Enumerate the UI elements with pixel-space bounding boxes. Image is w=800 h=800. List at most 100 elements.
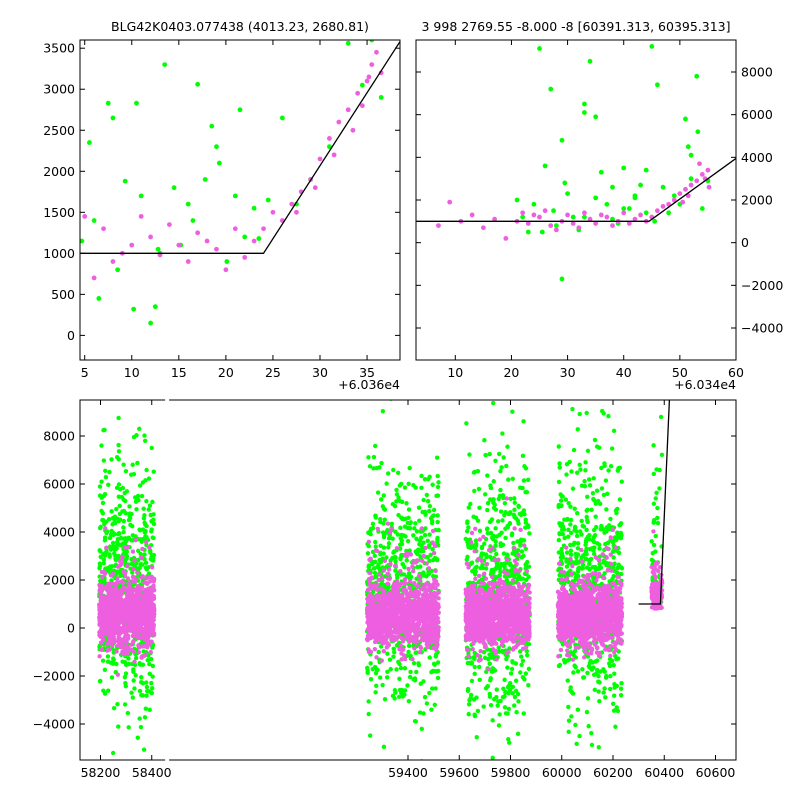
season-2-magenta-point [435,582,440,587]
p2-series0-point [695,129,701,135]
season-3-green-point [489,517,495,522]
season-3-green-point [496,699,501,704]
season-1-green-point [149,556,155,561]
season-2-magenta-point [374,655,379,660]
season-1-magenta-point [120,640,125,646]
season-2-green-point [433,654,438,659]
season-3-green-point [523,671,529,676]
season-2-green-point [420,509,425,515]
season-2-green-point [394,667,399,672]
p2-series0-point [593,195,599,201]
season-2-green-point [405,525,411,531]
season-1-magenta-point [109,616,114,621]
season-1-green-point [117,503,122,509]
season-3-green-point [491,577,497,583]
season-1-green-point [135,735,140,740]
p2-series0-point [582,101,587,107]
season-1-magenta-point [148,599,153,604]
season-1-green-point [98,554,103,560]
season-1-green-point [136,548,141,554]
season-1-green-point [149,680,154,686]
season-3-green-point [473,565,479,570]
season-2-green-point [424,701,430,706]
season-3-green-point [493,526,498,531]
p1-series1-point [195,230,201,236]
season-3-green-point [515,731,521,737]
season-1-green-point [142,438,148,444]
season-1-magenta-point [115,593,120,598]
season-2-magenta-point [433,647,439,652]
season-2-green-point [374,574,379,579]
season-3-green-point [494,687,499,692]
p2-series0-point [531,201,537,207]
season-3-green-point [515,548,521,553]
season-1-green-point [137,716,142,721]
season-1-magenta-point [139,584,144,590]
p2-series1-point [660,204,666,209]
season-2-magenta-point [380,627,385,632]
p1-series1-point [110,259,116,264]
season-2-magenta-point [416,583,421,588]
season-2-green-point [425,554,430,560]
season-1-magenta-point [132,558,137,563]
season-1-magenta-point [132,634,137,639]
panel-top-left-frame [79,39,401,361]
season-3-green-point [490,400,496,406]
p1-series1-point [350,127,356,133]
season-3-green-point [497,712,502,717]
season-2-green-point [392,687,398,693]
season-3-green-point [493,458,498,463]
season-1-magenta-point [132,622,137,627]
season-2-green-point [392,696,397,701]
p1-series1-point [204,238,210,244]
season-1-green-point [133,672,138,678]
season-2-green-point [385,471,391,476]
season-3-magenta-point [471,641,476,646]
season-1-magenta-point [132,628,137,633]
season-1-green-point [150,663,156,669]
season-2-green-point [402,665,408,671]
season-2-magenta-point [404,615,410,620]
p2-series0-point [593,114,599,120]
season-1-green-point [105,688,111,693]
p2-series1-point [610,223,615,229]
p2-series0-point [660,184,666,190]
season-2-green-point [434,557,440,563]
season-1-magenta-point [151,579,156,584]
season-3-green-point [498,509,504,514]
season-1-magenta-point [110,630,115,635]
season-1-green-point [140,527,146,532]
season-2-green-point [406,515,411,520]
season-3-green-point [470,569,475,574]
p1-series0-point [202,177,208,182]
y-tick-label: −2000 [741,278,783,293]
season-1-green-point [110,544,115,550]
season-2-green-point [378,675,383,680]
p1-series0-point [134,100,139,106]
season-1-magenta-point [148,627,154,633]
season-2-magenta-point [368,618,374,623]
season-3-green-point [503,535,508,541]
p2-series0-point [582,214,587,220]
p1-series0-point [80,238,85,244]
season-1-magenta-point [136,635,141,641]
p1-series0-point [378,95,384,100]
season-1-green-point [134,433,139,438]
season-1-green-point [109,675,115,680]
p2-series1-point [553,227,559,233]
season-2-green-point [397,483,403,488]
season-2-green-point [367,733,373,738]
season-2-magenta-point [375,637,381,643]
season-2-magenta-point [414,616,419,621]
season-2-magenta-point [410,636,415,641]
p2-series0-point [551,208,556,214]
season-1-magenta-point [126,583,131,588]
season-3-green-point [494,564,500,569]
season-1-magenta-point [146,631,151,636]
season-1-green-point [146,507,151,512]
season-2-green-point [435,513,440,518]
season-2-green-point [384,555,389,560]
season-1-magenta-point [142,611,147,617]
season-1-green-point [113,557,119,563]
season-1-green-point [107,554,112,559]
